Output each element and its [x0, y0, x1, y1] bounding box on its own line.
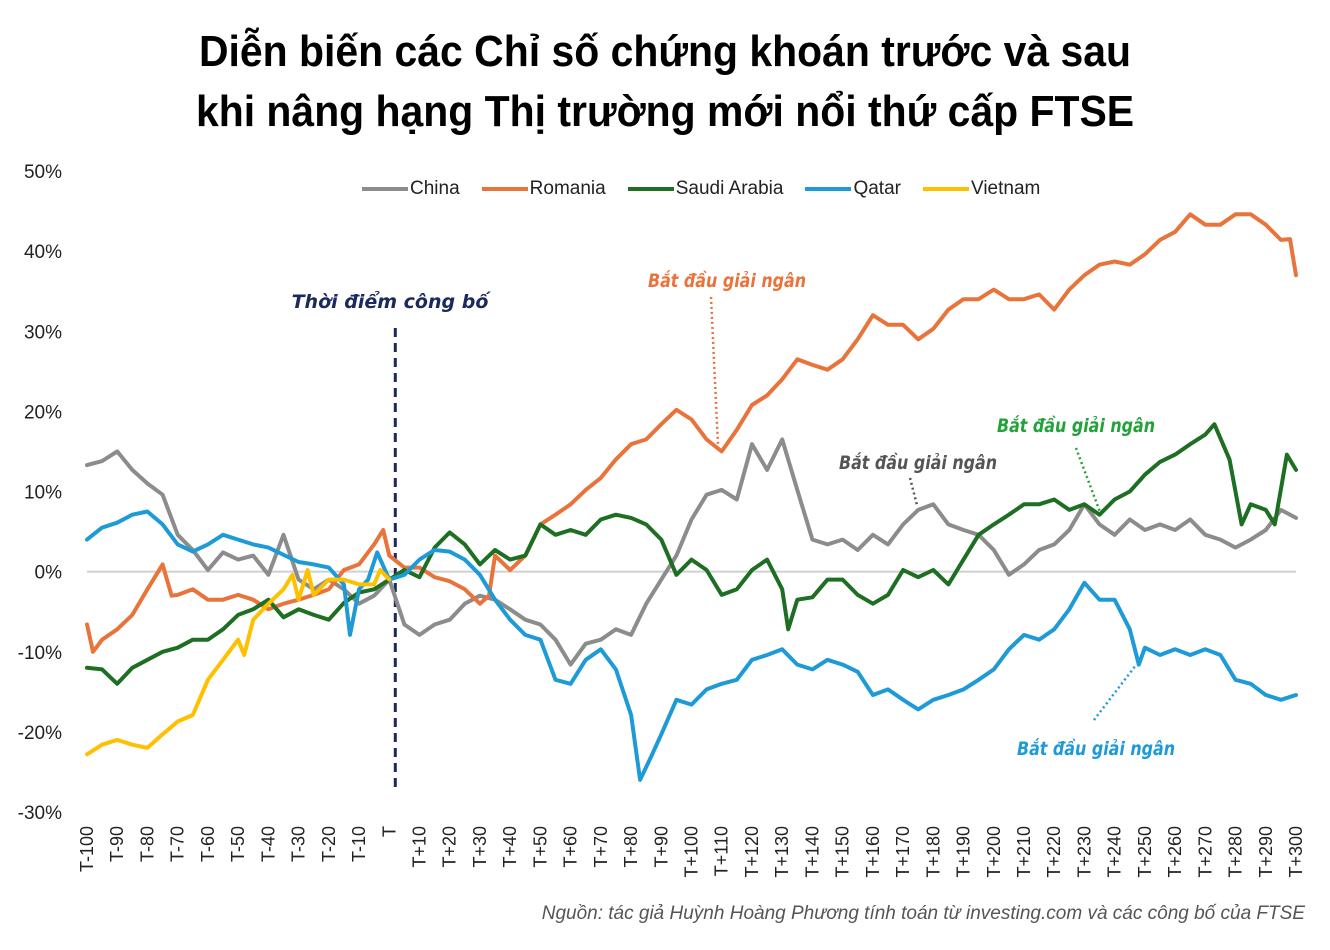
legend-swatch — [922, 187, 969, 191]
x-tick-label: T+20 — [440, 826, 460, 868]
legend-label: Romania — [529, 178, 606, 199]
x-tick-label: T+110 — [712, 826, 732, 876]
disbursement-pointer-china — [908, 477, 919, 506]
legend-swatch — [805, 187, 852, 191]
x-tick-label: T-100 — [77, 826, 97, 872]
x-tick-label: T — [379, 826, 399, 837]
x-tick-label: T-50 — [228, 826, 248, 862]
series-line-vietnam — [85, 568, 392, 757]
legend-label: China — [410, 178, 460, 199]
x-tick-label: T+260 — [1165, 826, 1185, 878]
x-tick-label: T+210 — [1014, 826, 1034, 878]
x-tick-label: T-10 — [349, 826, 369, 862]
x-tick-label: T+40 — [500, 826, 520, 868]
x-tick-label: T+290 — [1256, 826, 1276, 878]
x-tick-label: T+30 — [470, 826, 490, 868]
x-tick-label: T-20 — [319, 826, 339, 862]
x-tick-label: T+230 — [1074, 826, 1094, 878]
y-tick-label: 0% — [35, 563, 63, 584]
disbursement-label-china: Bắt đầu giải ngân — [839, 451, 997, 474]
legend-item-china: China — [362, 178, 460, 200]
series-line-romania — [85, 212, 1298, 654]
x-tick-label: T+130 — [772, 826, 792, 878]
x-tick-label: T+80 — [621, 826, 641, 868]
x-tick-label: T-90 — [107, 826, 127, 862]
source-note: Nguồn: tác giả Huỳnh Hoàng Phương tính t… — [541, 903, 1305, 924]
x-tick-label: T+270 — [1195, 826, 1215, 878]
legend-swatch — [362, 187, 408, 191]
x-tick-label: T+120 — [742, 826, 762, 878]
x-tick-label: T+90 — [651, 826, 671, 868]
disbursement-label-romania: Bắt đầu giải ngân — [648, 269, 806, 292]
announcement-label: Thời điểm công bố — [292, 290, 492, 313]
title-line-2: khi nâng hạng Thị trường mới nổi thứ cấp… — [195, 87, 1135, 136]
x-tick-label: T+170 — [893, 826, 913, 878]
x-tick-label: T+220 — [1044, 826, 1064, 878]
y-tick-label: 20% — [24, 402, 62, 423]
legend-label: Qatar — [853, 178, 901, 199]
legend-item-qatar: Qatar — [805, 178, 901, 200]
series-line-qatar — [85, 509, 1298, 782]
x-tick-label: T+10 — [409, 826, 429, 868]
y-tick-label: 10% — [24, 483, 62, 504]
x-tick-label: T-80 — [137, 826, 157, 862]
legend-label: Saudi Arabia — [675, 178, 784, 199]
x-tick-label: T+250 — [1135, 826, 1155, 878]
x-tick-label: T+150 — [833, 826, 853, 878]
x-tick-label: T-70 — [168, 826, 188, 862]
chart-title: Diễn biến các Chỉ số chứng khoán trước v… — [47, 22, 1284, 142]
y-tick-label: 30% — [24, 322, 62, 343]
legend-item-vietnam: Vietnam — [922, 178, 1041, 200]
legend-label: Vietnam — [970, 178, 1041, 199]
x-tick-label: T+240 — [1105, 826, 1125, 878]
x-tick-label: T+70 — [591, 826, 611, 868]
y-tick-label: -20% — [18, 723, 62, 744]
disbursement-label-qatar: Bắt đầu giải ngân — [1017, 737, 1175, 760]
x-tick-label: T+60 — [561, 826, 581, 868]
x-tick-label: T+300 — [1286, 826, 1306, 878]
x-tick-label: T-40 — [258, 826, 278, 862]
x-tick-label: T+190 — [954, 826, 974, 878]
disbursement-label-saudi-arabia: Bắt đầu giải ngân — [997, 414, 1155, 437]
series-line-saudi-arabia — [85, 422, 1298, 686]
disbursement-pointer-romania — [709, 296, 720, 446]
x-tick-label: T+200 — [984, 826, 1004, 878]
disbursement-pointer-saudi-arabia — [1074, 447, 1102, 513]
x-tick-label: T+140 — [802, 826, 822, 878]
x-tick-label: T-60 — [198, 826, 218, 862]
x-tick-label: T+50 — [530, 826, 550, 868]
legend: China Romania Saudi Arabia Qatar Vietnam — [362, 178, 1040, 200]
x-tick-label: T+160 — [863, 826, 883, 878]
legend-swatch — [627, 187, 674, 191]
y-tick-label: 40% — [24, 242, 62, 263]
y-tick-label: -10% — [18, 643, 62, 664]
legend-item-saudi-arabia: Saudi Arabia — [627, 178, 784, 200]
series-line-china — [85, 437, 1298, 667]
y-tick-label: 50% — [24, 162, 62, 183]
x-tick-label: T+180 — [923, 826, 943, 878]
x-tick-label: T+280 — [1226, 826, 1246, 878]
y-tick-label: -30% — [18, 803, 62, 824]
x-tick-label: T+100 — [682, 826, 702, 878]
title-line-1: Diễn biến các Chỉ số chứng khoán trước v… — [198, 27, 1131, 76]
x-tick-label: T-30 — [289, 826, 309, 862]
legend-swatch — [481, 187, 528, 191]
legend-item-romania: Romania — [481, 178, 606, 200]
disbursement-pointer-qatar — [1093, 664, 1137, 721]
